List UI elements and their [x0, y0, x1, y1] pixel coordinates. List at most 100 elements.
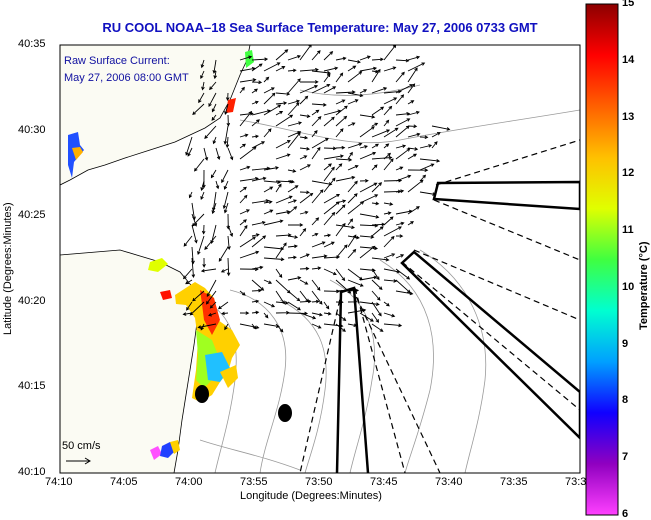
current-vector	[347, 268, 363, 281]
current-vector	[217, 301, 229, 310]
current-vector	[335, 175, 356, 182]
current-vector	[263, 166, 279, 171]
current-vector	[251, 57, 269, 62]
current-vector	[383, 312, 396, 318]
current-vector	[299, 210, 309, 215]
current-vector	[335, 163, 343, 171]
current-vector	[323, 154, 344, 160]
current-vector	[419, 144, 433, 149]
current-vector	[335, 222, 346, 237]
current-vector	[213, 70, 217, 80]
current-vector	[263, 209, 274, 215]
current-vector	[395, 221, 405, 226]
current-vector	[263, 312, 269, 319]
current-vector	[251, 310, 260, 315]
current-vector	[299, 190, 310, 195]
current-vector	[210, 169, 217, 179]
current-vector	[419, 191, 437, 196]
current-vector	[359, 114, 376, 119]
current-vector	[323, 311, 332, 316]
current-vector	[347, 193, 358, 204]
current-vector	[335, 105, 348, 116]
current-vector	[263, 219, 284, 226]
current-vector	[224, 103, 229, 116]
map-layers	[60, 45, 580, 473]
current-vector	[395, 189, 405, 193]
current-vector	[323, 163, 332, 171]
current-vector	[395, 148, 411, 160]
current-vector	[209, 301, 217, 309]
current-vector	[371, 226, 384, 237]
current-vector	[407, 110, 420, 116]
current-vector	[395, 111, 411, 116]
current-vector	[299, 114, 311, 119]
current-vector	[211, 114, 217, 121]
colorbar-tick-label: 6	[622, 508, 629, 520]
current-vector	[251, 88, 258, 94]
current-vector	[383, 105, 393, 116]
current-vector	[239, 224, 248, 237]
current-vector	[395, 268, 411, 280]
current-vector	[359, 55, 371, 61]
current-vector	[371, 201, 380, 206]
current-vector	[371, 257, 390, 262]
current-vector	[335, 244, 348, 259]
current-vector	[311, 70, 331, 75]
current-vector	[251, 109, 271, 116]
current-vector	[407, 147, 419, 151]
current-vector	[227, 147, 234, 161]
current-vector	[407, 221, 414, 226]
current-vector	[311, 241, 326, 248]
current-vector	[347, 248, 357, 259]
current-vector	[335, 268, 346, 282]
current-vector	[407, 168, 429, 172]
x-tick-label: 74:10	[45, 476, 73, 488]
current-vector	[210, 224, 217, 245]
current-vector	[371, 68, 381, 83]
colorbar-tick-label: 8	[622, 394, 629, 407]
current-vector	[225, 136, 230, 149]
current-vector	[359, 275, 378, 281]
current-vector	[371, 155, 393, 160]
current-vector	[347, 180, 358, 193]
current-vector	[275, 49, 289, 61]
current-vector	[197, 323, 217, 329]
current-vector	[311, 83, 331, 94]
current-vector	[347, 235, 360, 240]
current-vector	[323, 109, 342, 116]
current-vector	[191, 224, 198, 244]
current-vector	[263, 128, 272, 138]
current-vector	[287, 185, 299, 193]
current-vector	[335, 128, 344, 138]
current-vector	[208, 92, 217, 108]
x-tick-label: 74:00	[175, 476, 203, 488]
y-axis-label: Latitude (Degrees:Minutes)	[2, 202, 14, 335]
current-vector	[287, 121, 303, 127]
current-vector	[191, 213, 198, 227]
current-vector	[225, 92, 230, 102]
current-vector	[220, 268, 229, 273]
current-vector	[311, 232, 319, 237]
y-tick-label: 40:10	[18, 466, 46, 478]
current-vector	[335, 157, 353, 162]
y-tick-label: 40:15	[18, 380, 46, 393]
y-tick-label: 40:25	[18, 209, 46, 222]
current-vector	[383, 216, 394, 226]
current-vector	[407, 67, 418, 83]
current-vector	[371, 87, 388, 94]
current-vector	[383, 279, 398, 283]
current-vector	[188, 191, 193, 199]
current-vector	[239, 250, 260, 259]
current-vector	[287, 301, 301, 311]
current-vector	[311, 180, 333, 186]
current-vector	[251, 134, 260, 139]
current-vector	[347, 279, 364, 287]
current-vector	[383, 253, 396, 259]
current-vector	[407, 55, 421, 61]
current-vector	[204, 125, 217, 140]
current-vector	[239, 209, 250, 215]
current-vector	[287, 199, 297, 204]
current-vector	[209, 81, 217, 91]
current-vector	[311, 50, 321, 61]
